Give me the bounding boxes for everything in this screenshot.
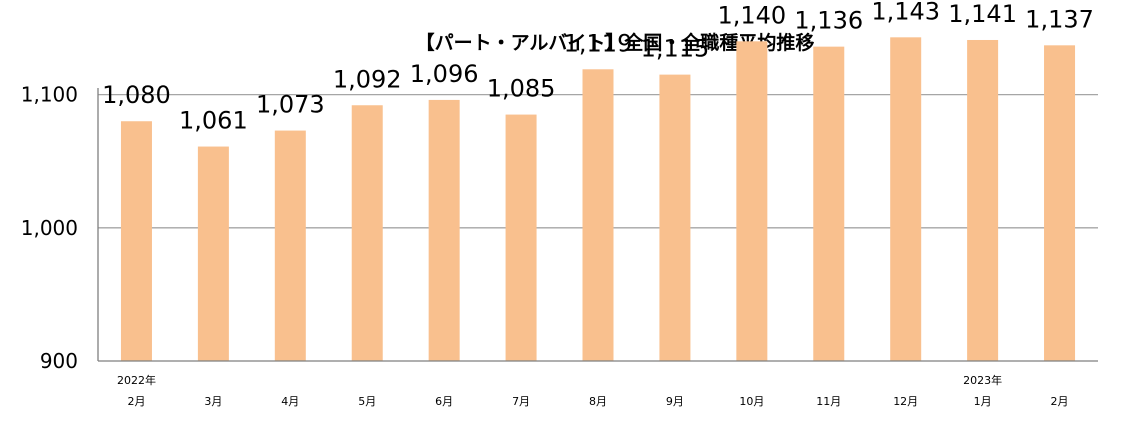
bar — [813, 46, 845, 361]
data-label: 1,143 — [871, 0, 940, 25]
x-category-label: 12月 — [893, 395, 918, 408]
x-category-label: 1月 — [974, 395, 992, 408]
x-category-label: 6月 — [435, 395, 453, 408]
data-label: 1,080 — [102, 81, 171, 109]
x-category-label: 11月 — [816, 395, 841, 408]
data-label: 1,140 — [717, 1, 786, 29]
x-category-label: 2月 — [127, 395, 145, 408]
data-label: 1,136 — [794, 7, 863, 35]
bar — [274, 130, 306, 361]
bar — [428, 99, 460, 361]
x-category-year-label: 2022年 — [117, 373, 156, 387]
bar — [890, 37, 922, 361]
bar — [120, 121, 152, 362]
x-category-label: 10月 — [739, 395, 764, 408]
bar — [967, 39, 999, 361]
bar — [659, 74, 691, 362]
y-tick-label: 900 — [40, 349, 78, 373]
data-label: 1,073 — [256, 91, 325, 119]
data-label: 1,141 — [948, 0, 1017, 28]
bar — [1044, 45, 1076, 361]
x-category-label: 8月 — [589, 395, 607, 408]
data-label: 1,137 — [1025, 5, 1094, 33]
y-tick-label: 1,000 — [21, 216, 78, 240]
x-category-year-label: 2023年 — [963, 373, 1002, 387]
bar — [197, 146, 229, 361]
data-label: 1,092 — [333, 65, 402, 93]
bar — [351, 105, 383, 361]
y-tick-label: 1,100 — [21, 83, 78, 107]
x-category-label: 9月 — [666, 395, 684, 408]
data-label: 1,061 — [179, 107, 248, 135]
chart-title: 【パート・アルバイト】全国・全職種平均推移 — [415, 32, 815, 54]
x-category-label: 7月 — [512, 395, 530, 408]
x-category-label: 3月 — [204, 395, 222, 408]
bar — [505, 114, 537, 361]
data-label: 1,119 — [564, 29, 633, 57]
bar — [736, 41, 768, 361]
x-category-label: 2月 — [1051, 395, 1069, 408]
data-label: 1,115 — [641, 35, 710, 63]
bar — [582, 69, 614, 362]
data-label: 1,085 — [487, 75, 556, 103]
data-label: 1,096 — [410, 60, 479, 88]
x-category-label: 4月 — [281, 395, 299, 408]
x-category-label: 5月 — [358, 395, 376, 408]
